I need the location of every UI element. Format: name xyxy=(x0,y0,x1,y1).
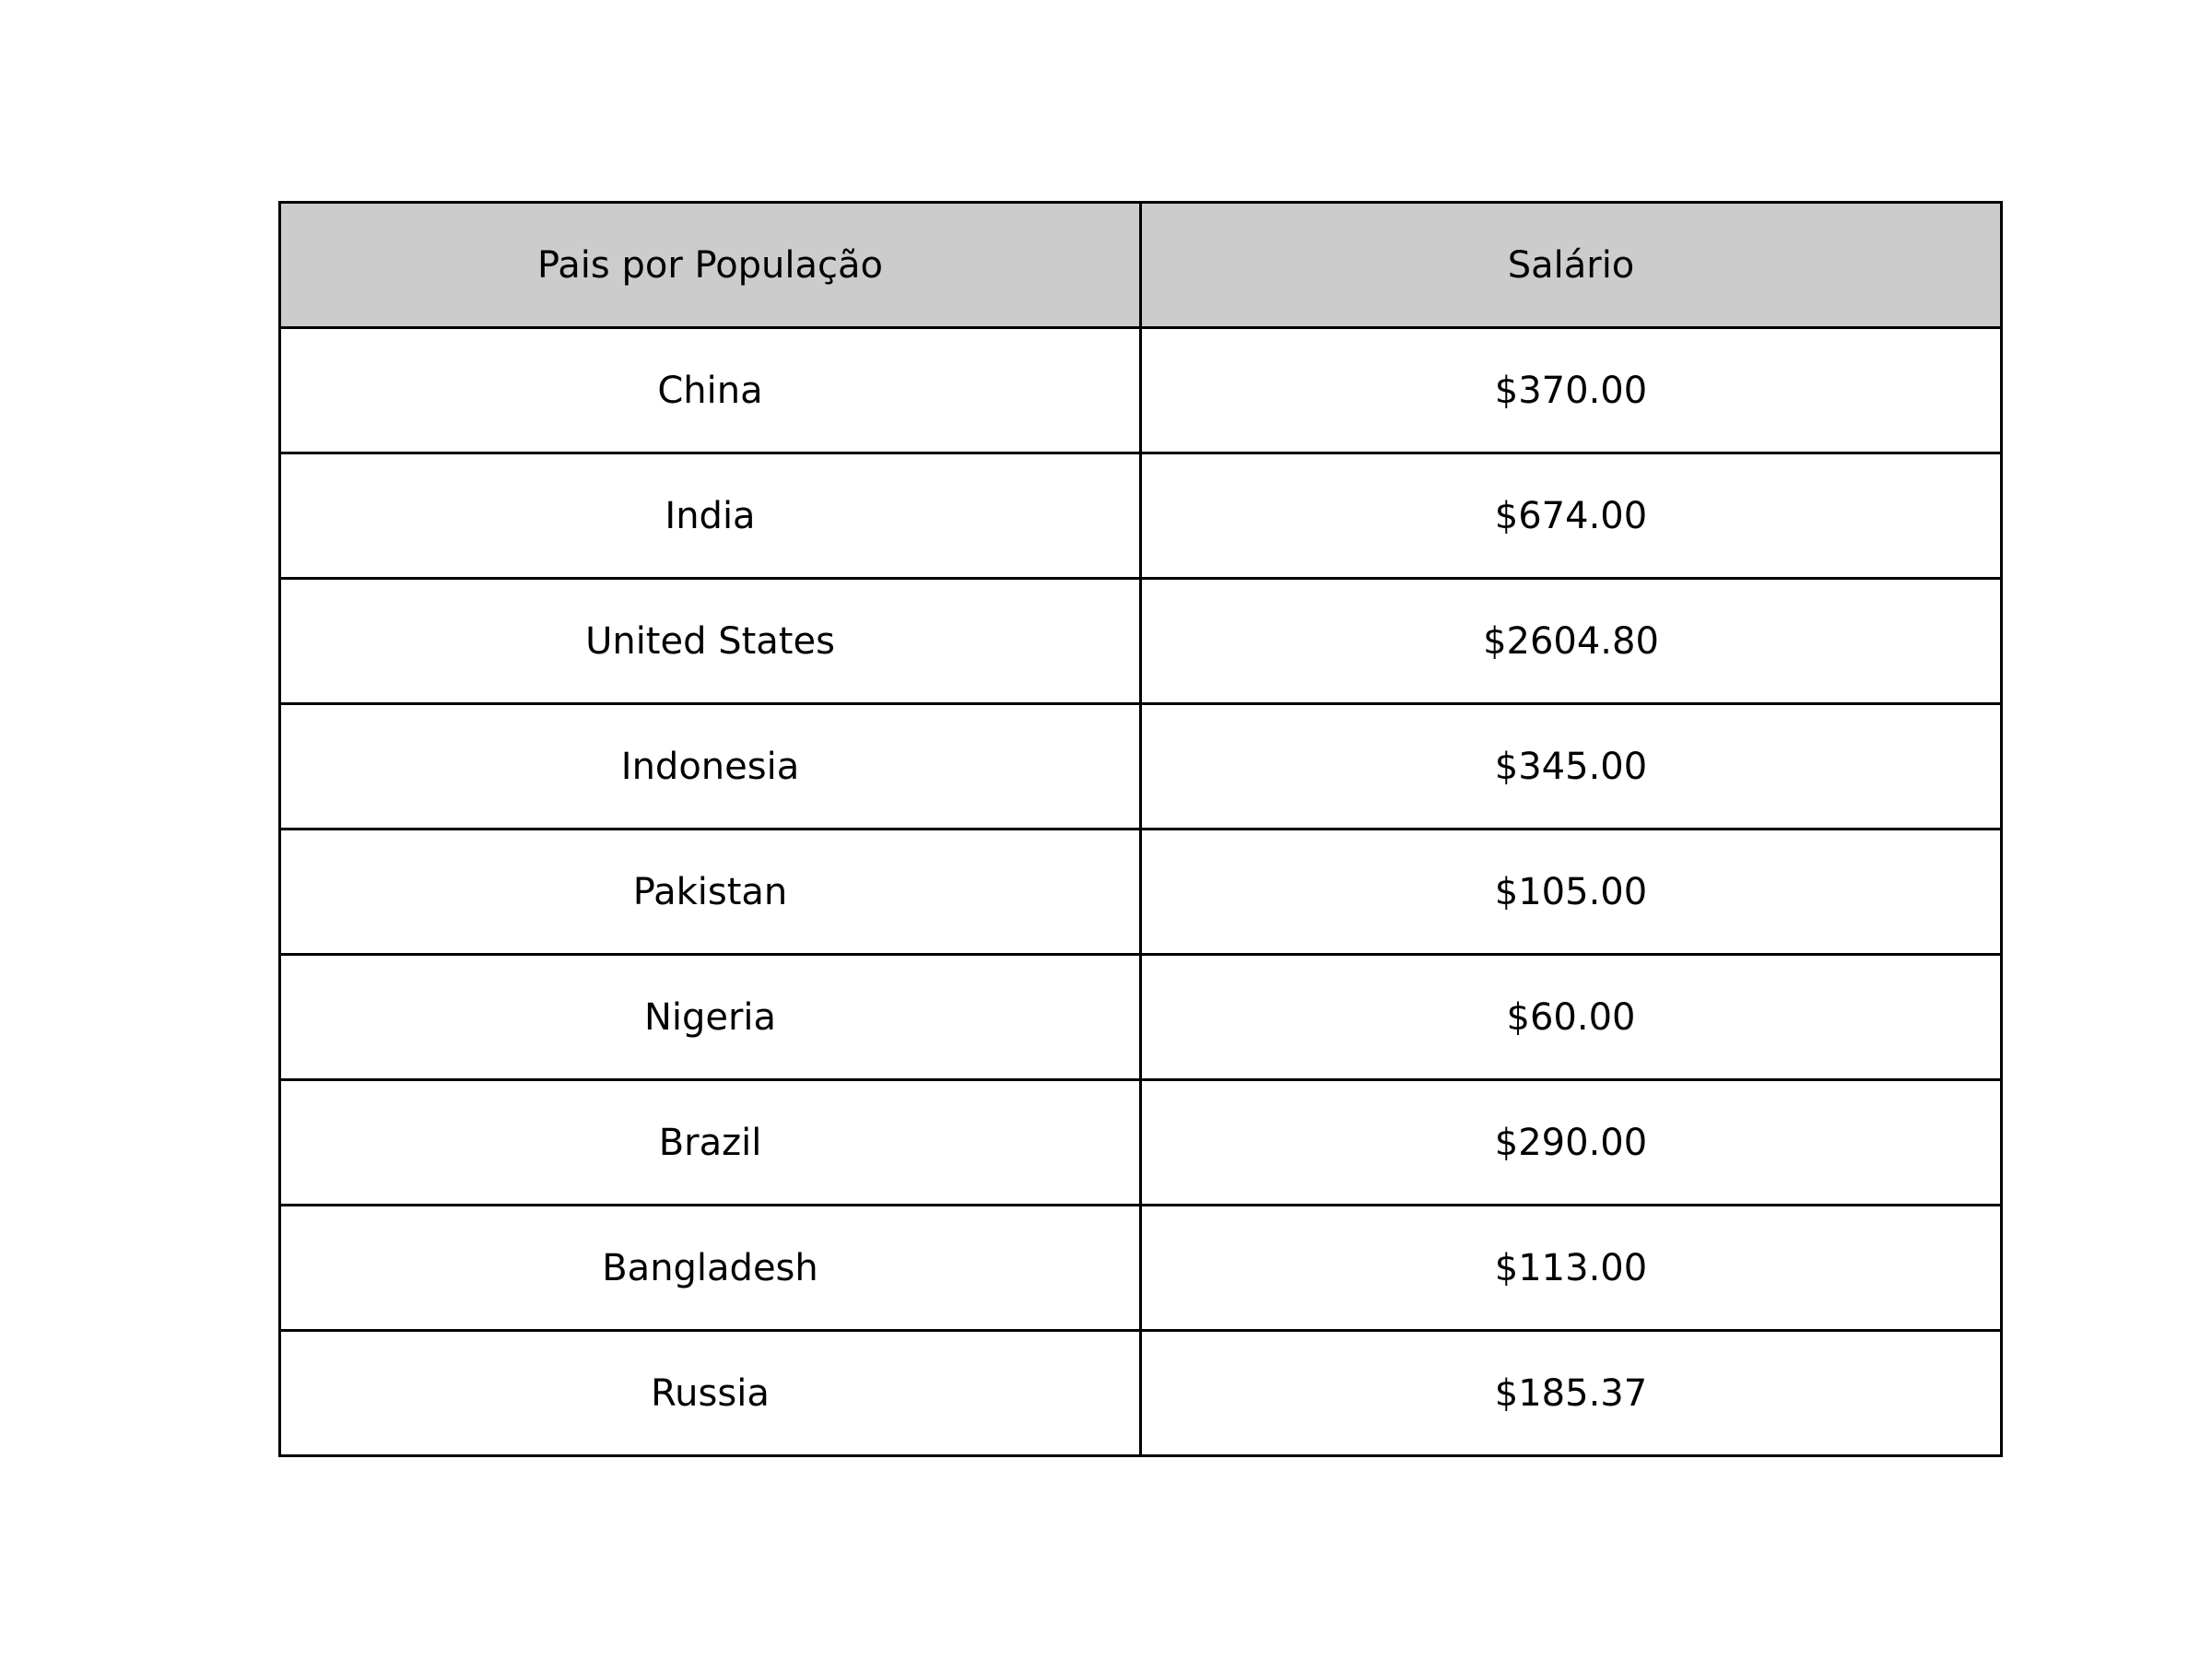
table-row: United States $2604.80 xyxy=(278,577,2003,705)
table-row: Pakistan $105.00 xyxy=(278,828,2003,956)
table-body: China $370.00 India $674.00 United States $26… xyxy=(278,326,2003,1457)
table-row: Nigeria $60.00 xyxy=(278,953,2003,1081)
cell-salary: $185.37 xyxy=(1139,1329,2003,1457)
table-row: Bangladesh $113.00 xyxy=(278,1204,2003,1332)
cell-country: India xyxy=(278,452,1142,580)
cell-salary: $105.00 xyxy=(1139,828,2003,956)
cell-salary: $2604.80 xyxy=(1139,577,2003,705)
table-row: India $674.00 xyxy=(278,452,2003,580)
cell-country: Bangladesh xyxy=(278,1204,1142,1332)
cell-country: Russia xyxy=(278,1329,1142,1457)
salary-table: Pais por População Salário China $370.00 I… xyxy=(278,201,2003,1457)
cell-salary: $674.00 xyxy=(1139,452,2003,580)
table-row: Indonesia $345.00 xyxy=(278,702,2003,830)
cell-country: Pakistan xyxy=(278,828,1142,956)
cell-country: Indonesia xyxy=(278,702,1142,830)
column-header-country: Pais por População xyxy=(278,201,1142,329)
data-table-container: Pais por População Salário China $370.00 I… xyxy=(278,201,2003,1457)
table-row: China $370.00 xyxy=(278,326,2003,454)
cell-salary: $113.00 xyxy=(1139,1204,2003,1332)
table-header: Pais por População Salário xyxy=(278,201,2003,329)
table-row: Brazil $290.00 xyxy=(278,1078,2003,1206)
column-header-salary: Salário xyxy=(1139,201,2003,329)
cell-country: Nigeria xyxy=(278,953,1142,1081)
cell-salary: $290.00 xyxy=(1139,1078,2003,1206)
cell-country: Brazil xyxy=(278,1078,1142,1206)
cell-salary: $370.00 xyxy=(1139,326,2003,454)
header-row: Pais por População Salário xyxy=(278,201,2003,329)
cell-salary: $60.00 xyxy=(1139,953,2003,1081)
cell-salary: $345.00 xyxy=(1139,702,2003,830)
cell-country: United States xyxy=(278,577,1142,705)
table-row: Russia $185.37 xyxy=(278,1329,2003,1457)
cell-country: China xyxy=(278,326,1142,454)
